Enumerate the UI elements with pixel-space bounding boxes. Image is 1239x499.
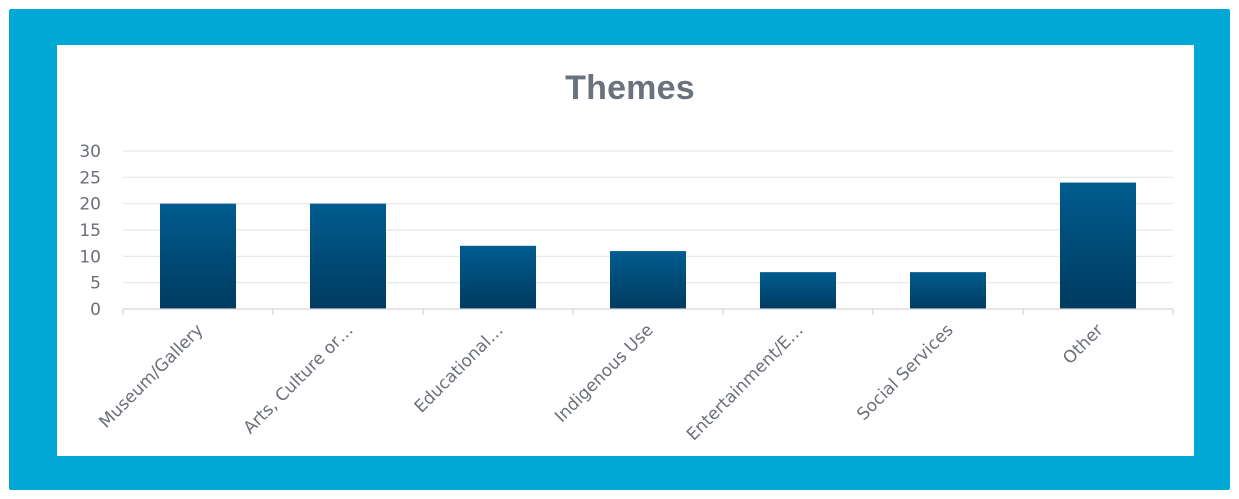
category-label: Entertainment/E… (683, 320, 808, 445)
chart-title: Themes (565, 69, 695, 107)
x-axis (122, 308, 1174, 315)
y-tick-label: 0 (90, 300, 101, 320)
bar (1060, 182, 1136, 309)
bars (160, 182, 1136, 309)
category-label: Museum/Gallery (96, 320, 208, 432)
category-label: Indigenous Use (551, 320, 657, 426)
bar (460, 245, 536, 309)
bar (760, 272, 836, 309)
y-tick-label: 5 (90, 274, 101, 294)
bar (160, 203, 236, 309)
category-labels: Museum/Gallery Arts, Culture or… Education… (96, 320, 1108, 445)
category-label: Social Services (853, 320, 957, 424)
y-tick-label: 10 (79, 247, 101, 267)
y-tick-label: 25 (79, 168, 101, 188)
gridlines (123, 150, 1173, 284)
category-label: Other (1059, 320, 1107, 368)
y-axis-ticks: 0 5 10 15 20 25 30 (79, 142, 101, 320)
chart-area (57, 45, 1194, 456)
category-label: Arts, Culture or… (240, 320, 358, 438)
bar (610, 251, 686, 309)
bar (310, 203, 386, 309)
y-tick-label: 30 (79, 142, 101, 162)
y-tick-label: 20 (79, 195, 101, 215)
bar (910, 272, 986, 309)
y-tick-label: 15 (79, 221, 101, 241)
category-label: Educational… (411, 320, 508, 417)
